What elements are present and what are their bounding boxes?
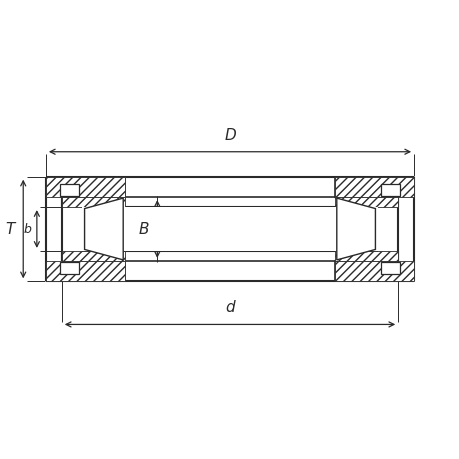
Polygon shape [46,261,125,282]
Text: b: b [23,223,31,236]
Polygon shape [334,261,413,282]
Text: T: T [6,222,15,237]
Polygon shape [334,198,397,208]
Text: B: B [138,222,149,237]
Polygon shape [334,177,413,198]
Text: D: D [224,128,235,142]
Polygon shape [334,251,397,261]
Polygon shape [84,199,123,260]
Polygon shape [60,262,78,275]
Polygon shape [62,198,125,208]
Polygon shape [62,251,125,261]
Bar [82,208,377,251]
Text: d: d [225,300,234,315]
Polygon shape [46,177,125,198]
Bar [125,198,334,261]
Polygon shape [381,262,399,275]
Polygon shape [60,184,78,197]
Polygon shape [381,184,399,197]
Polygon shape [336,199,375,260]
